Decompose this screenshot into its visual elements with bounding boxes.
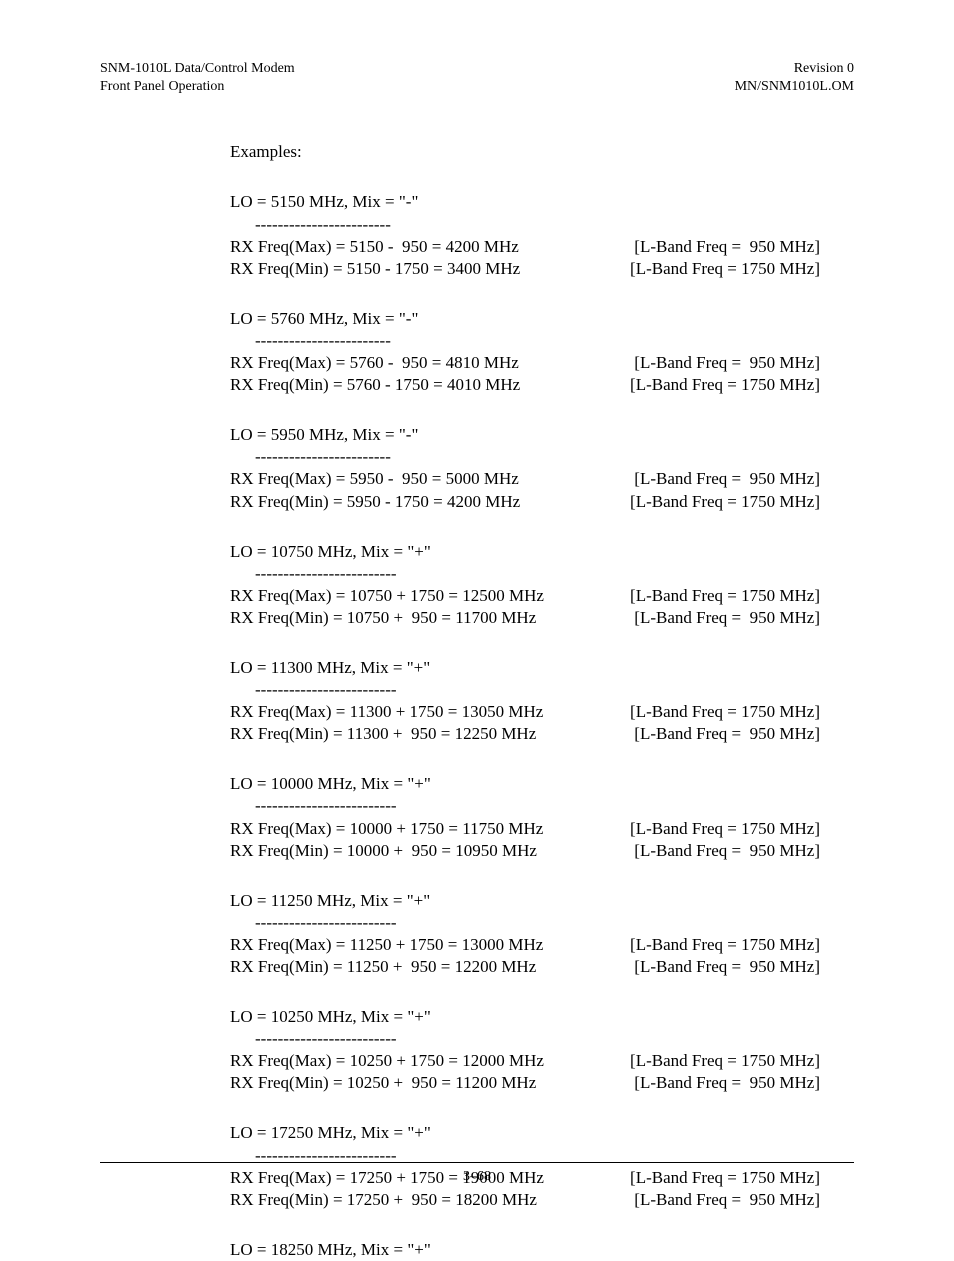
example-block: LO = 11250 MHz, Mix = "+" --------------… — [230, 890, 854, 978]
freq-max-row: RX Freq(Max) = 5760 - 950 = 4810 MHz [L-… — [230, 352, 820, 374]
freq-max-calc: RX Freq(Max) = 11250 + 1750 = 13000 MHz — [230, 934, 543, 956]
separator-dashes: ------------------------ — [255, 446, 854, 468]
header-revision: Revision 0 — [735, 60, 854, 78]
example-block: LO = 5950 MHz, Mix = "-" ---------------… — [230, 424, 854, 512]
freq-min-lband: [L-Band Freq = 1750 MHz] — [630, 374, 820, 396]
freq-min-calc: RX Freq(Min) = 10750 + 950 = 11700 MHz — [230, 607, 536, 629]
separator-dashes: ------------------------- — [255, 1028, 854, 1050]
freq-max-row: RX Freq(Max) = 11250 + 1750 = 13000 MHz … — [230, 934, 820, 956]
freq-min-calc: RX Freq(Min) = 17250 + 950 = 18200 MHz — [230, 1189, 537, 1211]
freq-min-lband: [L-Band Freq = 950 MHz] — [634, 723, 820, 745]
lo-setting: LO = 17250 MHz, Mix = "+" — [230, 1122, 854, 1144]
freq-max-row: RX Freq(Max) = 10000 + 1750 = 11750 MHz … — [230, 818, 820, 840]
lo-setting: LO = 10000 MHz, Mix = "+" — [230, 773, 854, 795]
freq-max-row: RX Freq(Max) = 5950 - 950 = 5000 MHz [L-… — [230, 468, 820, 490]
lo-setting: LO = 18250 MHz, Mix = "+" — [230, 1239, 854, 1261]
freq-max-lband: [L-Band Freq = 1750 MHz] — [630, 585, 820, 607]
freq-max-calc: RX Freq(Max) = 10250 + 1750 = 12000 MHz — [230, 1050, 544, 1072]
freq-max-lband: [L-Band Freq = 950 MHz] — [634, 236, 820, 258]
freq-min-calc: RX Freq(Min) = 11300 + 950 = 12250 MHz — [230, 723, 536, 745]
freq-min-row: RX Freq(Min) = 10000 + 950 = 10950 MHz [… — [230, 840, 820, 862]
page-header: SNM-1010L Data/Control Modem Front Panel… — [100, 60, 854, 96]
freq-max-lband: [L-Band Freq = 1750 MHz] — [630, 1050, 820, 1072]
example-block: LO = 10750 MHz, Mix = "+" --------------… — [230, 541, 854, 629]
freq-min-calc: RX Freq(Min) = 5760 - 1750 = 4010 MHz — [230, 374, 520, 396]
freq-min-row: RX Freq(Min) = 5950 - 1750 = 4200 MHz [L… — [230, 491, 820, 513]
freq-max-lband: [L-Band Freq = 1750 MHz] — [630, 818, 820, 840]
freq-max-lband: [L-Band Freq = 1750 MHz] — [630, 934, 820, 956]
lo-setting: LO = 11250 MHz, Mix = "+" — [230, 890, 854, 912]
freq-max-row: RX Freq(Max) = 10250 + 1750 = 12000 MHz … — [230, 1050, 820, 1072]
freq-max-row: RX Freq(Max) = 11300 + 1750 = 13050 MHz … — [230, 701, 820, 723]
freq-min-calc: RX Freq(Min) = 10250 + 950 = 11200 MHz — [230, 1072, 536, 1094]
lo-setting: LO = 10750 MHz, Mix = "+" — [230, 541, 854, 563]
freq-min-calc: RX Freq(Min) = 5150 - 1750 = 3400 MHz — [230, 258, 520, 280]
freq-max-calc: RX Freq(Max) = 10000 + 1750 = 11750 MHz — [230, 818, 543, 840]
separator-dashes: ------------------------- — [255, 563, 854, 585]
footer-rule — [100, 1162, 854, 1163]
example-block: LO = 18250 MHz, Mix = "+" — [230, 1239, 854, 1261]
freq-min-row: RX Freq(Min) = 11300 + 950 = 12250 MHz [… — [230, 723, 820, 745]
content-area: Examples: LO = 5150 MHz, Mix = "-" -----… — [230, 141, 854, 1261]
header-product-title: SNM-1010L Data/Control Modem — [100, 60, 295, 78]
page-container: SNM-1010L Data/Control Modem Front Panel… — [0, 0, 954, 1235]
freq-max-lband: [L-Band Freq = 1750 MHz] — [626, 701, 820, 723]
freq-min-lband: [L-Band Freq = 950 MHz] — [634, 956, 820, 978]
lo-setting: LO = 11300 MHz, Mix = "+" — [230, 657, 854, 679]
separator-dashes: ------------------------ — [255, 214, 854, 236]
freq-max-lband: [L-Band Freq = 950 MHz] — [634, 468, 820, 490]
freq-min-lband: [L-Band Freq = 950 MHz] — [634, 607, 820, 629]
freq-min-lband: [L-Band Freq = 1750 MHz] — [630, 258, 820, 280]
examples-heading: Examples: — [230, 141, 854, 163]
header-doc-id: MN/SNM1010L.OM — [735, 78, 854, 96]
freq-max-calc: RX Freq(Max) = 5150 - 950 = 4200 MHz — [230, 236, 519, 258]
separator-dashes: ------------------------- — [255, 795, 854, 817]
lo-setting: LO = 10250 MHz, Mix = "+" — [230, 1006, 854, 1028]
lo-setting: LO = 5150 MHz, Mix = "-" — [230, 191, 854, 213]
lo-setting: LO = 5950 MHz, Mix = "-" — [230, 424, 854, 446]
freq-min-row: RX Freq(Min) = 10750 + 950 = 11700 MHz [… — [230, 607, 820, 629]
freq-max-calc: RX Freq(Max) = 5950 - 950 = 5000 MHz — [230, 468, 519, 490]
freq-min-lband: [L-Band Freq = 950 MHz] — [634, 1189, 820, 1211]
page-number: 3–68 — [0, 1169, 954, 1185]
example-block: LO = 5760 MHz, Mix = "-" ---------------… — [230, 308, 854, 396]
freq-max-row: RX Freq(Max) = 5150 - 950 = 4200 MHz [L-… — [230, 236, 820, 258]
lo-setting: LO = 5760 MHz, Mix = "-" — [230, 308, 854, 330]
freq-min-row: RX Freq(Min) = 17250 + 950 = 18200 MHz [… — [230, 1189, 820, 1211]
freq-min-lband: [L-Band Freq = 950 MHz] — [634, 840, 820, 862]
separator-dashes: ------------------------ — [255, 330, 854, 352]
separator-dashes: ------------------------- — [255, 912, 854, 934]
example-block: LO = 10000 MHz, Mix = "+" --------------… — [230, 773, 854, 861]
freq-max-lband: [L-Band Freq = 950 MHz] — [634, 352, 820, 374]
freq-min-lband: [L-Band Freq = 1750 MHz] — [630, 491, 820, 513]
freq-max-calc: RX Freq(Max) = 10750 + 1750 = 12500 MHz — [230, 585, 544, 607]
freq-max-row: RX Freq(Max) = 10750 + 1750 = 12500 MHz … — [230, 585, 820, 607]
freq-min-calc: RX Freq(Min) = 11250 + 950 = 12200 MHz — [230, 956, 536, 978]
freq-min-calc: RX Freq(Min) = 5950 - 1750 = 4200 MHz — [230, 491, 520, 513]
example-block: LO = 11300 MHz, Mix = "+" --------------… — [230, 657, 854, 745]
freq-max-calc: RX Freq(Max) = 11300 + 1750 = 13050 MHz — [230, 701, 543, 723]
example-block: LO = 17250 MHz, Mix = "+" --------------… — [230, 1122, 854, 1210]
freq-min-row: RX Freq(Min) = 10250 + 950 = 11200 MHz [… — [230, 1072, 820, 1094]
freq-min-calc: RX Freq(Min) = 10000 + 950 = 10950 MHz — [230, 840, 537, 862]
separator-dashes: ------------------------- — [255, 1145, 854, 1167]
freq-min-row: RX Freq(Min) = 11250 + 950 = 12200 MHz [… — [230, 956, 820, 978]
header-right: Revision 0 MN/SNM1010L.OM — [735, 60, 854, 96]
separator-dashes: ------------------------- — [255, 679, 854, 701]
header-section-title: Front Panel Operation — [100, 78, 295, 96]
example-block: LO = 5150 MHz, Mix = "-" ---------------… — [230, 191, 854, 279]
freq-max-calc: RX Freq(Max) = 5760 - 950 = 4810 MHz — [230, 352, 519, 374]
freq-min-row: RX Freq(Min) = 5150 - 1750 = 3400 MHz [L… — [230, 258, 820, 280]
example-block: LO = 10250 MHz, Mix = "+" --------------… — [230, 1006, 854, 1094]
header-left: SNM-1010L Data/Control Modem Front Panel… — [100, 60, 295, 96]
freq-min-lband: [L-Band Freq = 950 MHz] — [634, 1072, 820, 1094]
freq-min-row: RX Freq(Min) = 5760 - 1750 = 4010 MHz [L… — [230, 374, 820, 396]
